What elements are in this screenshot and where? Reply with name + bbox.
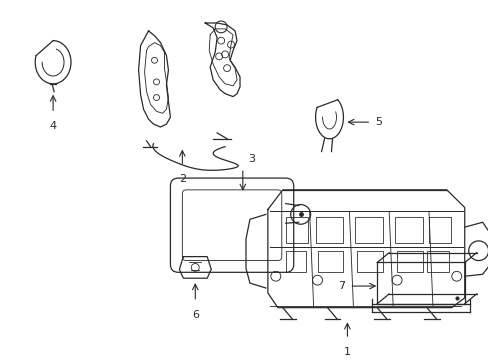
Bar [428, 217, 450, 243]
Text: 6: 6 [191, 310, 199, 320]
Text: 7: 7 [338, 281, 345, 291]
Text: 4: 4 [49, 121, 57, 131]
Bar [357, 251, 383, 272]
Bar [317, 251, 343, 272]
Text: 2: 2 [179, 174, 185, 184]
Text: 5: 5 [374, 117, 382, 127]
Bar [396, 251, 422, 272]
Bar [355, 217, 383, 243]
Text: 3: 3 [247, 154, 254, 164]
Bar [285, 251, 305, 272]
Bar [394, 217, 422, 243]
Bar [285, 217, 307, 243]
Bar [315, 217, 343, 243]
Bar [426, 251, 448, 272]
Text: 1: 1 [343, 347, 350, 357]
